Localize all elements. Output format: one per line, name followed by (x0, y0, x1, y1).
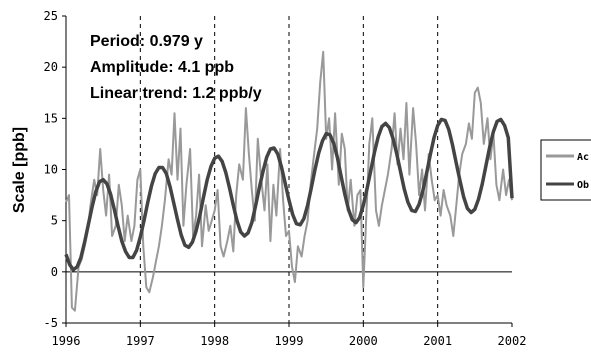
x-ticks: 1996 1997 1998 1999 2000 2001 2002 (52, 322, 527, 348)
x-tick-label: 2000 (349, 334, 378, 348)
annotation-box: Period: 0.979 y Amplitude: 4.1 ppb Linea… (90, 33, 262, 102)
y-tick-label: 20 (44, 60, 58, 74)
x-tick-label: 1999 (275, 334, 304, 348)
annotation-amplitude: Amplitude: 4.1 ppb (90, 59, 234, 76)
legend: Ac Ob (540, 139, 591, 201)
annotation-period: Period: 0.979 y (90, 33, 203, 50)
y-tick-label: 15 (44, 111, 58, 125)
x-tick-label: 1997 (126, 334, 155, 348)
series-line-ac (65, 50, 513, 312)
x-tick-label: 2001 (423, 334, 452, 348)
legend-box (540, 139, 591, 201)
y-tick-label: -5 (44, 316, 58, 330)
y-ticks: -5 0 5 10 15 20 25 (44, 9, 66, 330)
annotation-linear-trend: Linear trend: 1.2 ppb/y (90, 85, 262, 102)
series-line-ob (64, 117, 514, 272)
legend-label-ob: Ob (577, 180, 589, 191)
y-tick-label: 25 (44, 9, 58, 23)
x-tick-label: 2002 (498, 334, 527, 348)
y-tick-label: 10 (44, 163, 58, 177)
x-tick-label: 1996 (52, 334, 81, 348)
y-tick-label: 5 (51, 214, 58, 228)
y-axis-label: Scale [ppb] (11, 127, 28, 213)
series-lines (64, 50, 514, 312)
y-tick-label: 0 (51, 265, 58, 279)
x-tick-label: 1998 (200, 334, 229, 348)
legend-label-ac: Ac (577, 152, 589, 163)
